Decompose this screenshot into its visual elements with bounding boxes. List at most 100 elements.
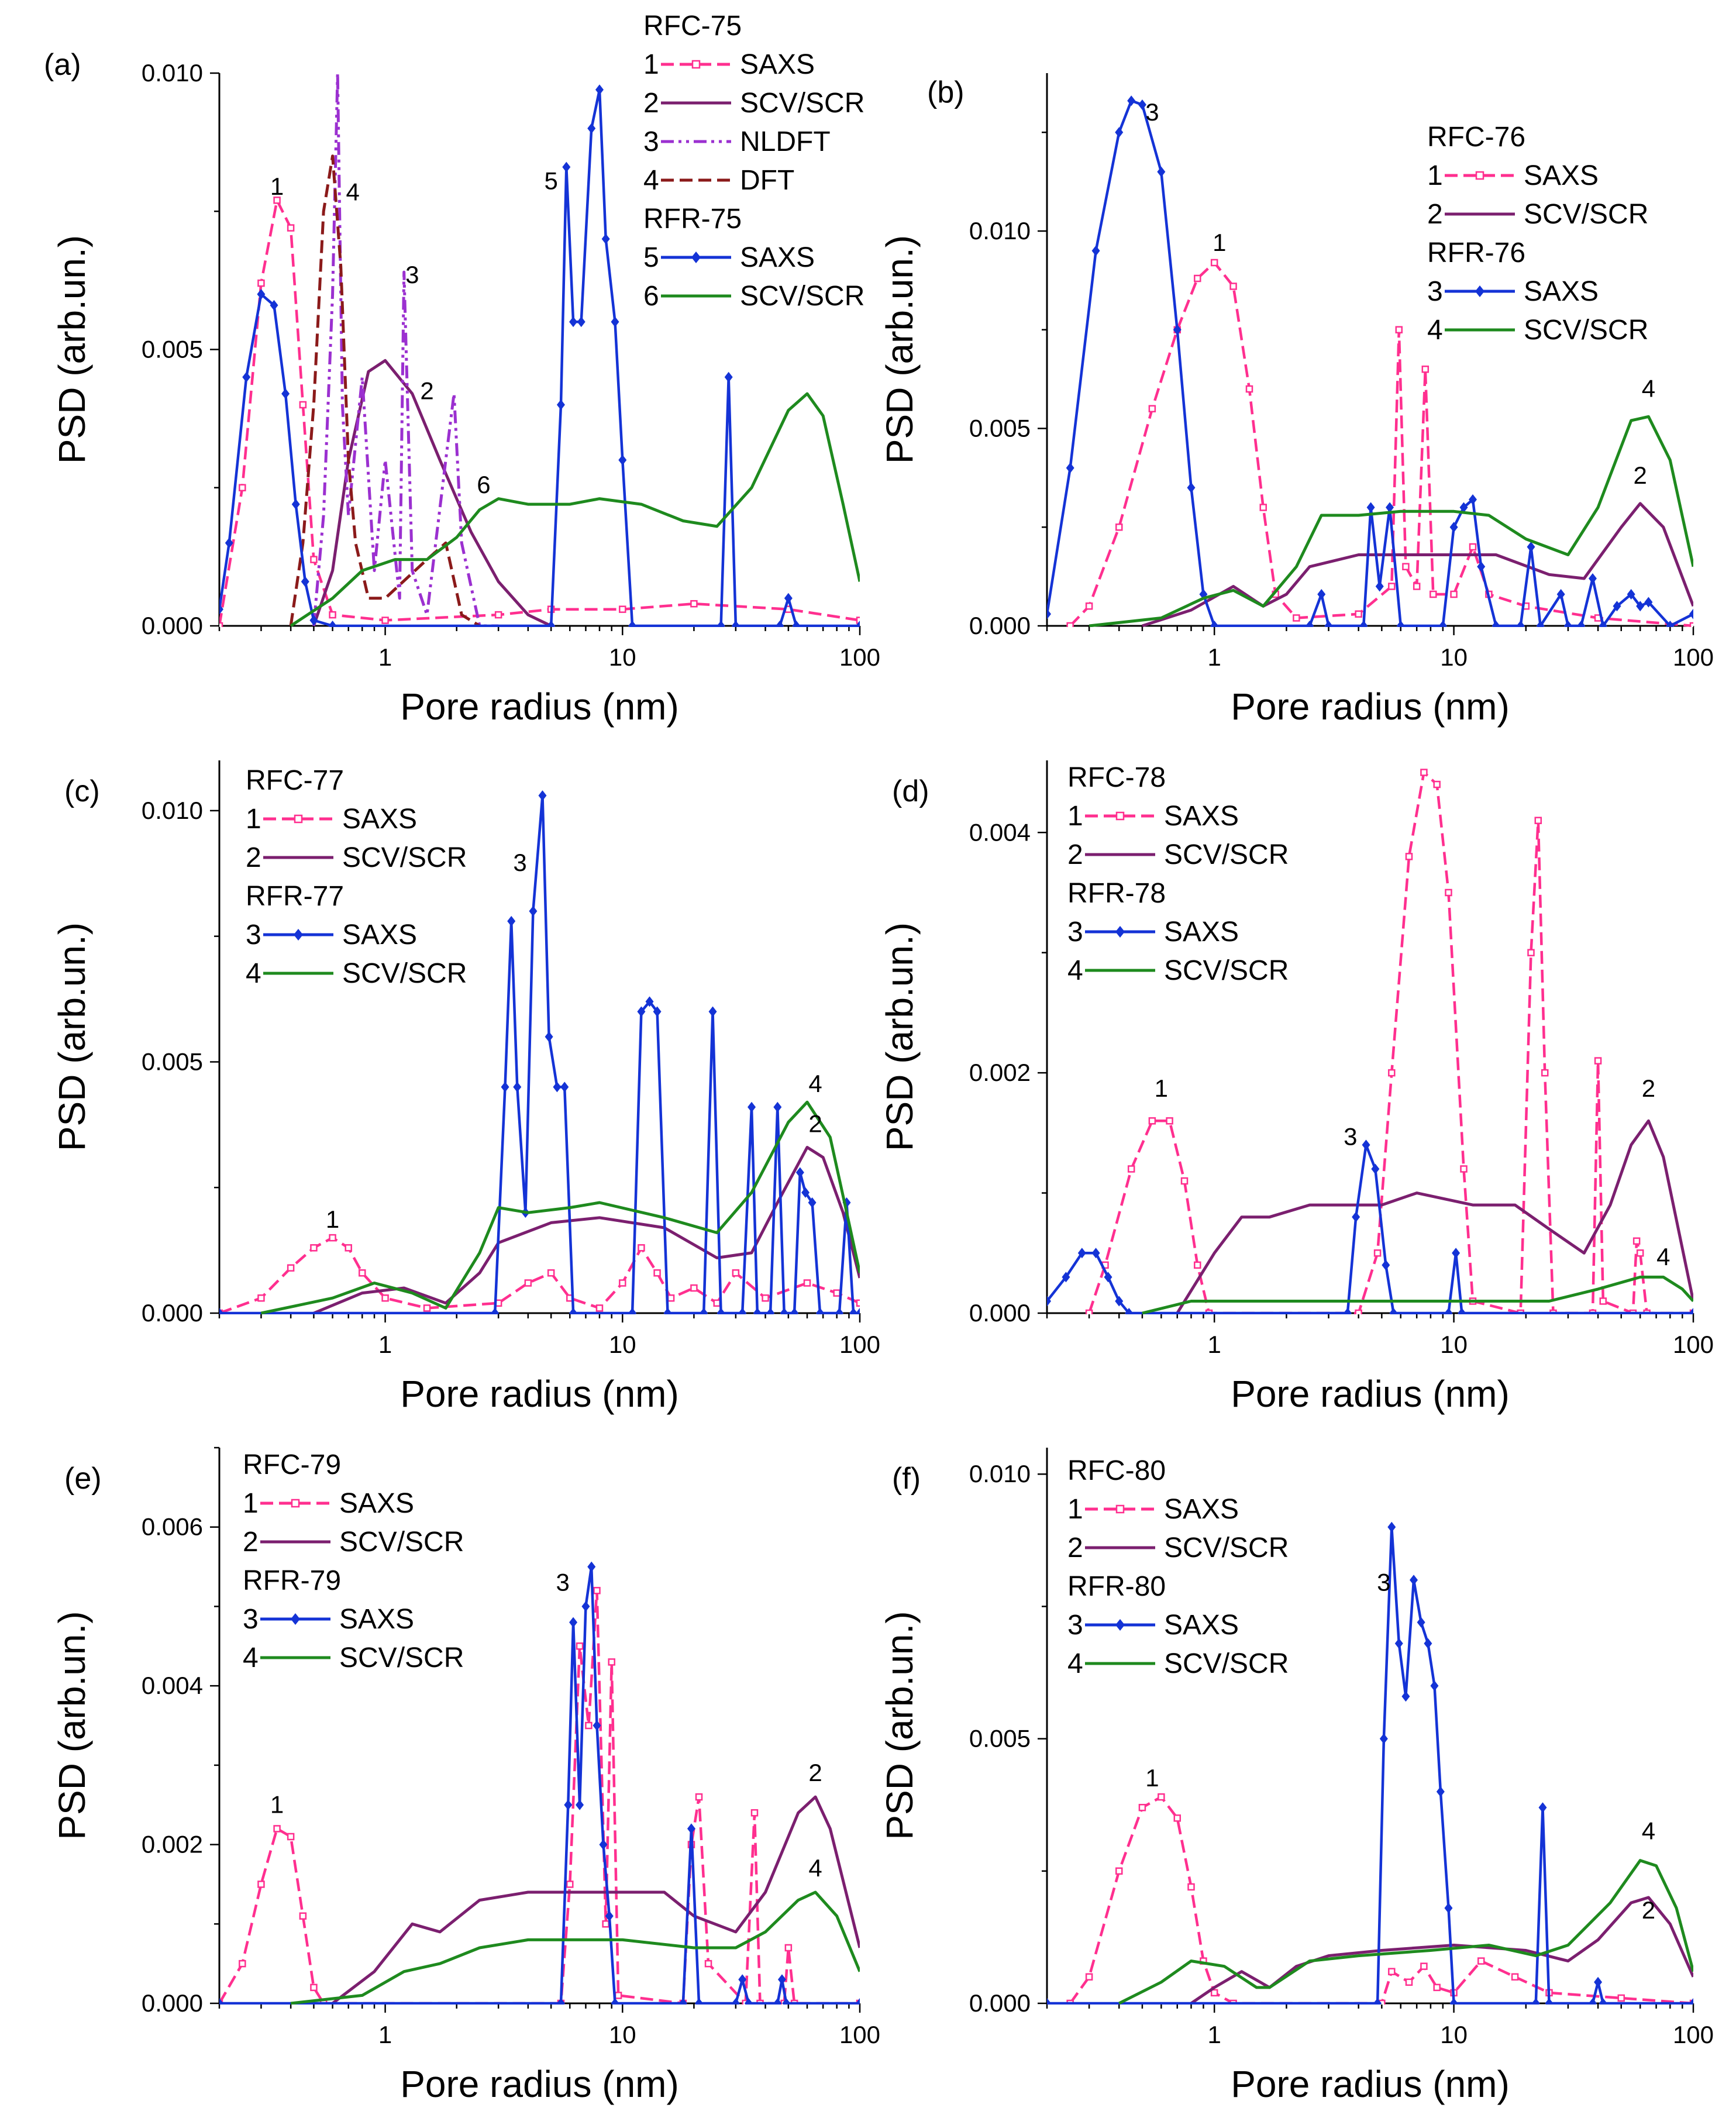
y-tick-label: 0.006 xyxy=(142,1513,203,1541)
data-point xyxy=(225,538,233,549)
data-point xyxy=(717,1308,725,1314)
data-point xyxy=(1180,1177,1189,1185)
data-point xyxy=(792,621,801,627)
panel-label: (c) xyxy=(64,774,100,808)
data-point xyxy=(239,484,246,491)
data-point xyxy=(744,1998,753,2005)
data-point xyxy=(690,600,698,608)
y-axis-title: PSD (arb.un.) xyxy=(879,235,921,464)
data-point xyxy=(762,1294,769,1302)
data-point xyxy=(310,556,318,563)
legend-number: 2 xyxy=(246,842,261,873)
plot-area xyxy=(219,1561,860,2005)
data-point xyxy=(732,1269,740,1277)
plot-area xyxy=(219,790,860,1314)
legend-number: 1 xyxy=(246,804,261,835)
y-axis-title: PSD (arb.un.) xyxy=(51,235,93,464)
data-point xyxy=(566,1881,574,1888)
data-point xyxy=(553,1082,562,1093)
curve-number-label: 4 xyxy=(346,178,359,205)
x-tick-label: 10 xyxy=(609,1331,636,1358)
data-point xyxy=(257,1881,265,1888)
data-point xyxy=(1433,780,1441,788)
data-point xyxy=(270,299,278,311)
legend-group-title: RFR-76 xyxy=(1427,237,1525,268)
data-point xyxy=(1085,602,1093,610)
data-point xyxy=(1359,621,1368,627)
data-point xyxy=(257,279,265,287)
data-point xyxy=(1421,366,1430,373)
data-point xyxy=(1617,1994,1625,2002)
panel-label: (f) xyxy=(892,1462,921,1496)
data-point xyxy=(595,1304,604,1312)
data-point xyxy=(1689,1308,1693,1314)
series-line-2 xyxy=(1176,1119,1693,1314)
legend-number: 1 xyxy=(643,49,659,80)
data-point xyxy=(359,1269,366,1277)
data-point xyxy=(1420,1962,1428,1970)
data-point xyxy=(1531,1998,1540,2005)
data-point xyxy=(219,604,223,615)
data-point xyxy=(593,1587,601,1594)
data-point xyxy=(1387,1521,1396,1532)
data-point xyxy=(564,1799,573,1810)
legend-number: 1 xyxy=(1067,1494,1083,1525)
data-point xyxy=(1458,1308,1466,1314)
legend-label: DFT xyxy=(740,165,794,196)
data-point xyxy=(790,1308,799,1314)
panel-label: (d) xyxy=(892,774,929,808)
data-point xyxy=(1536,621,1545,627)
data-point xyxy=(1420,769,1428,776)
data-point xyxy=(1210,621,1219,627)
data-point xyxy=(257,1294,265,1302)
legend-label: SCV/SCR xyxy=(339,1527,464,1558)
data-point xyxy=(1062,1272,1070,1283)
legend-number: 2 xyxy=(1067,1532,1083,1563)
legend-label: SCV/SCR xyxy=(1524,199,1648,230)
data-point xyxy=(301,576,309,587)
curve-number-label: 3 xyxy=(556,1568,569,1596)
x-tick-label: 10 xyxy=(609,2021,636,2048)
curve-number-label: 3 xyxy=(1377,1568,1390,1596)
legend-group-title: RFC-76 xyxy=(1427,122,1525,153)
series-line-4 xyxy=(1089,415,1693,627)
data-point xyxy=(1541,1069,1549,1077)
curve-number-label: 2 xyxy=(420,377,433,405)
data-point xyxy=(1127,95,1136,106)
data-point xyxy=(1417,1617,1425,1628)
data-point xyxy=(1449,522,1458,533)
curve-number-label: 5 xyxy=(544,167,557,194)
curve-number-label: 4 xyxy=(1656,1243,1670,1270)
data-point xyxy=(1166,1117,1173,1125)
data-point xyxy=(599,1839,608,1850)
legend: RFC-79 1 SAXS 2 SCV/SCR RFR-79 3 SAXS 4 SCV/SCR xyxy=(243,1449,464,1673)
y-tick-label: 0.000 xyxy=(142,1989,203,2017)
data-point xyxy=(717,621,725,627)
curve-number-label: 4 xyxy=(808,1854,822,1882)
data-point xyxy=(587,1561,596,1572)
series-line-3 xyxy=(219,794,860,1314)
legend-label: SCV/SCR xyxy=(1164,1648,1289,1679)
x-tick-label: 1 xyxy=(1207,2021,1221,2048)
data-point xyxy=(777,1974,786,1985)
series-line-2 xyxy=(313,1146,860,1314)
data-point xyxy=(1689,622,1693,627)
data-point xyxy=(1115,127,1124,138)
y-tick-label: 0.002 xyxy=(969,1059,1031,1086)
data-point xyxy=(619,605,626,613)
data-point xyxy=(1210,259,1218,267)
data-point xyxy=(1511,1973,1519,1981)
x-axis-title: Pore radius (nm) xyxy=(1231,686,1510,728)
legend-number: 4 xyxy=(1427,315,1443,346)
legend-number: 3 xyxy=(1427,276,1443,307)
legend-swatch-marker xyxy=(294,929,303,941)
legend-number: 5 xyxy=(643,242,659,273)
legend-swatch-marker xyxy=(691,252,701,263)
data-point xyxy=(1632,1237,1641,1245)
legend-label: SAXS xyxy=(339,1488,414,1519)
legend-swatch-marker xyxy=(291,1613,300,1625)
x-tick-label: 10 xyxy=(1440,1331,1468,1358)
legend: RFC-80 1 SAXS 2 SCV/SCR RFR-80 3 SAXS 4 SCV/SCR xyxy=(1067,1455,1289,1679)
panel-c: 1 10 100 0.000 0.005 0.010 Pore radius (nm) PSD… xyxy=(51,760,880,1415)
legend-swatch-marker xyxy=(291,1499,300,1508)
